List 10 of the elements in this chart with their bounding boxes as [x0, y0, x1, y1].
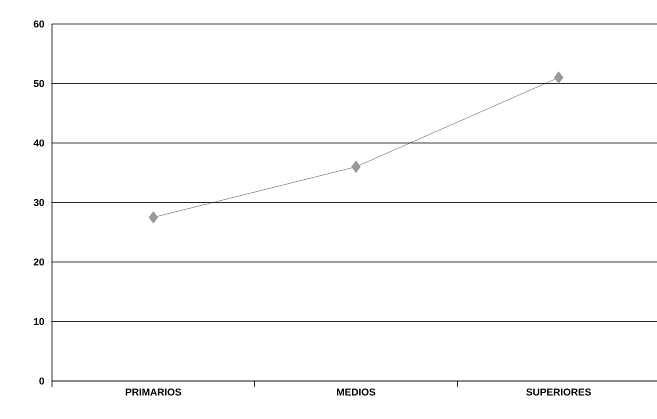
x-tick-label: SUPERIORES	[526, 388, 591, 396]
x-tick-label: PRIMARIOS	[126, 388, 182, 396]
y-tick-label: 40	[34, 139, 44, 147]
y-tick-label: 0	[39, 377, 44, 385]
y-tick-label: 20	[34, 258, 44, 266]
y-tick-label: 60	[34, 20, 44, 28]
x-tick-label: MEDIOS	[337, 388, 376, 396]
y-tick-label: 50	[34, 80, 44, 88]
y-tick-label: 30	[34, 198, 44, 206]
y-tick-label: 10	[34, 318, 44, 326]
